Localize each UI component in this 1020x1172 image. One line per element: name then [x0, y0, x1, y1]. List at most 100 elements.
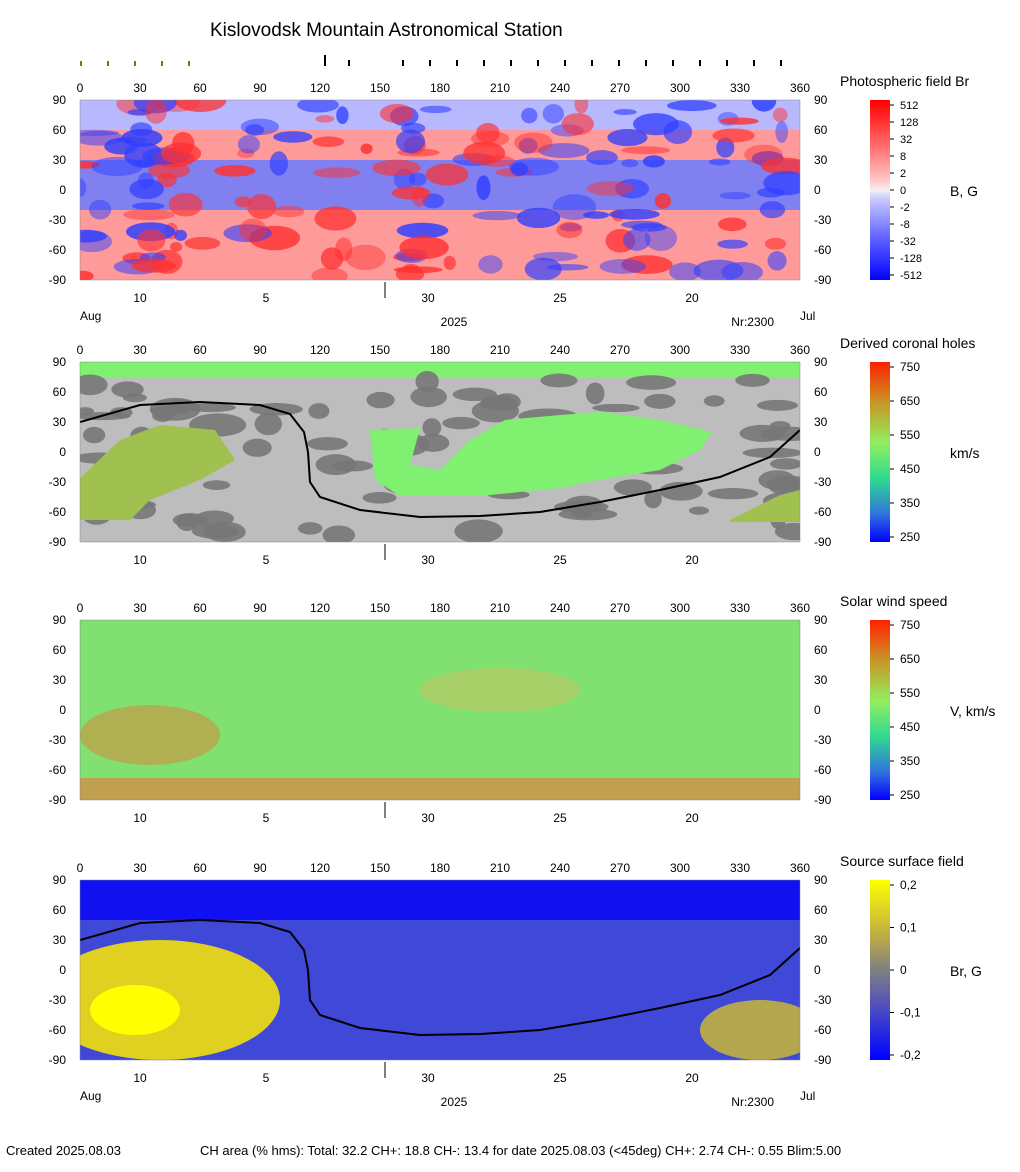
lat-tick-label-left: 90	[53, 355, 67, 369]
closed-field-patch	[415, 370, 439, 393]
field-patch	[80, 178, 87, 197]
field-patch	[174, 229, 187, 241]
date-label: 25	[553, 1071, 567, 1085]
colorbar-tick-label: 350	[900, 754, 920, 768]
field-patch	[184, 236, 221, 250]
colorbar-tick-label: -128	[900, 253, 922, 265]
field-patch	[123, 208, 175, 221]
field-patch	[145, 100, 167, 124]
heatmap-band-north	[80, 880, 800, 920]
date-label: 30	[421, 1071, 435, 1085]
lat-tick-label-right: -60	[814, 243, 832, 257]
field-patch	[751, 100, 777, 112]
lon-tick-label: 60	[193, 81, 207, 95]
colorbar-tick-label: 0,2	[900, 878, 917, 892]
colorbar-label: V, km/s	[950, 703, 995, 719]
lat-tick-label-right: 30	[814, 933, 828, 947]
closed-field-patch	[703, 395, 725, 407]
field-patch	[574, 100, 589, 114]
closed-field-patch	[422, 418, 442, 437]
lon-tick-label: 300	[670, 861, 690, 875]
colorbar-tick-label: 250	[900, 788, 920, 802]
lat-tick-label-right: 90	[814, 613, 828, 627]
closed-field-patch	[626, 375, 677, 390]
lon-tick-label: 90	[253, 601, 267, 615]
closed-field-patch	[454, 519, 503, 542]
field-patch	[80, 229, 107, 243]
lon-tick-label: 210	[490, 81, 510, 95]
lon-tick-label: 360	[790, 343, 810, 357]
date-label: 5	[263, 811, 270, 825]
lat-tick-label-right: -60	[814, 1023, 832, 1037]
colorbar-tick-label: 450	[900, 462, 920, 476]
marker-tick	[161, 61, 163, 66]
lat-tick-label-right: 0	[814, 183, 821, 197]
closed-field-patch	[592, 403, 640, 413]
closed-field-patch	[169, 399, 191, 414]
colorbar-tick-label: 32	[900, 134, 912, 146]
field-patch	[273, 131, 313, 143]
field-patch	[240, 118, 279, 135]
field-patch	[542, 104, 565, 124]
year-label: 2025	[441, 1095, 468, 1109]
lat-tick-label-left: -30	[49, 475, 67, 489]
lat-tick-label-left: 0	[59, 183, 66, 197]
lon-tick-label: 30	[133, 343, 147, 357]
colorbar-tick-label: 8	[900, 151, 906, 163]
lat-tick-label-left: -30	[49, 213, 67, 227]
heatmap-panel-0	[80, 100, 800, 280]
colorbar-tick-label: 750	[900, 618, 920, 632]
field-patch	[315, 115, 335, 123]
marker-tick	[699, 60, 701, 66]
colorbar-tick-label: -0,2	[900, 1048, 921, 1062]
lat-tick-label-left: 30	[53, 673, 67, 687]
lon-tick-label: 0	[77, 601, 84, 615]
field-patch	[552, 194, 597, 221]
closed-field-patch	[297, 522, 323, 535]
marker-tick	[429, 60, 431, 66]
field-patch	[599, 259, 647, 274]
panel-title: Derived coronal holes	[840, 335, 975, 351]
lon-tick-label: 60	[193, 343, 207, 357]
closed-field-patch	[540, 373, 578, 388]
lat-tick-label-left: -60	[49, 505, 67, 519]
closed-field-patch	[774, 522, 800, 541]
field-patch	[419, 105, 452, 114]
field-patch	[311, 267, 348, 280]
closed-field-patch	[185, 403, 236, 413]
heatmap-panel-2	[80, 620, 800, 800]
lon-tick-label: 270	[610, 81, 630, 95]
field-patch	[238, 218, 267, 242]
closed-field-patch	[644, 490, 662, 509]
closed-field-patch	[756, 399, 798, 411]
marker-tick	[726, 60, 728, 66]
date-label: 25	[553, 553, 567, 567]
positive-region	[700, 1000, 800, 1060]
field-patch	[621, 255, 673, 275]
lat-tick-label-right: 0	[814, 703, 821, 717]
field-patch	[411, 186, 428, 207]
lon-tick-label: 90	[253, 343, 267, 357]
fast-wind-region	[420, 668, 580, 712]
lat-tick-label-right: 90	[814, 355, 828, 369]
colorbar	[870, 620, 890, 800]
lon-tick-label: 330	[730, 861, 750, 875]
field-patch	[514, 132, 553, 153]
lon-tick-label: 210	[490, 343, 510, 357]
closed-field-patch	[254, 412, 283, 436]
lon-tick-label: 270	[610, 601, 630, 615]
field-patch	[556, 221, 583, 239]
field-patch	[667, 100, 717, 112]
field-patch	[478, 255, 503, 274]
colorbar-tick-label: -0,1	[900, 1006, 921, 1020]
lat-tick-label-left: 90	[53, 93, 67, 107]
heatmap-panel-3	[80, 880, 800, 1060]
field-patch	[721, 261, 764, 280]
date-label: 10	[133, 1071, 147, 1085]
rotation-label: Nr:2300	[731, 315, 774, 329]
field-patch	[561, 113, 594, 136]
field-patch	[607, 128, 648, 147]
